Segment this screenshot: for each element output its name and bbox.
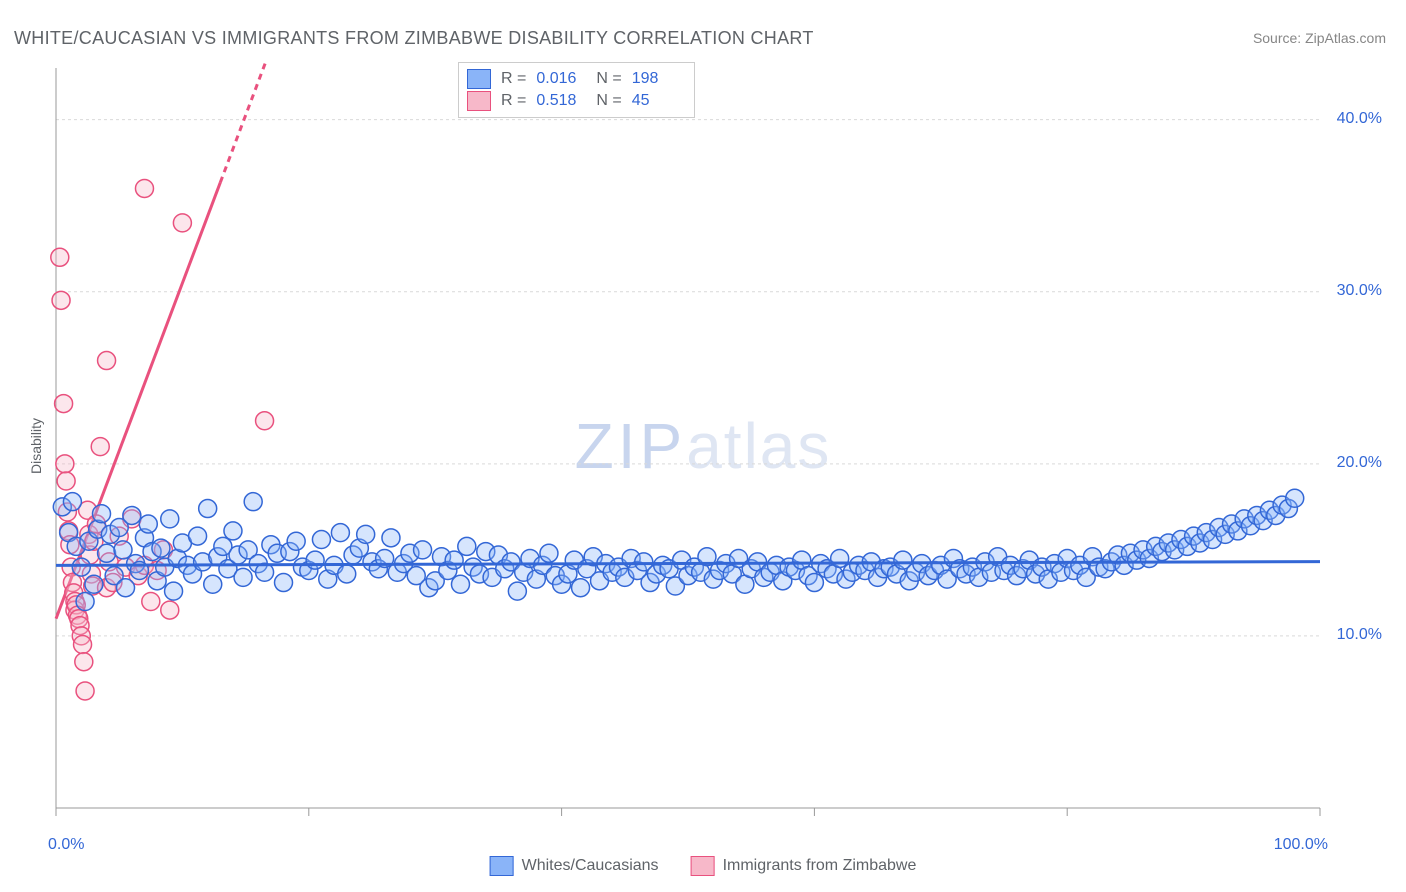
y-tick-label: 10.0%	[1337, 626, 1382, 644]
stats-row-blue: R = 0.016 N = 198	[467, 69, 682, 89]
source-prefix: Source:	[1253, 30, 1305, 46]
swatch-pink	[467, 91, 491, 111]
n-value-blue: 198	[632, 70, 682, 88]
n-label: N =	[596, 70, 621, 88]
legend-label-blue: Whites/Caucasians	[522, 857, 659, 874]
legend-item-pink: Immigrants from Zimbabwe	[691, 856, 917, 876]
source-attribution: Source: ZipAtlas.com	[1253, 30, 1386, 46]
x-axis-max-label: 100.0%	[1274, 836, 1328, 854]
series-legend: Whites/Caucasians Immigrants from Zimbab…	[490, 856, 917, 876]
legend-item-blue: Whites/Caucasians	[490, 856, 659, 876]
y-tick-label: 40.0%	[1337, 110, 1382, 128]
y-axis-label: Disability	[28, 418, 44, 474]
stats-legend: R = 0.016 N = 198 R = 0.518 N = 45	[458, 62, 695, 118]
source-name: ZipAtlas.com	[1305, 30, 1386, 46]
r-value-pink: 0.518	[536, 92, 586, 110]
r-label: R =	[501, 92, 526, 110]
chart-svg	[48, 60, 1328, 816]
r-value-blue: 0.016	[536, 70, 586, 88]
chart-title: WHITE/CAUCASIAN VS IMMIGRANTS FROM ZIMBA…	[14, 28, 814, 49]
r-label: R =	[501, 70, 526, 88]
n-label: N =	[596, 92, 621, 110]
stats-row-pink: R = 0.518 N = 45	[467, 91, 682, 111]
n-value-pink: 45	[632, 92, 682, 110]
swatch-pink-icon	[691, 856, 715, 876]
swatch-blue	[467, 69, 491, 89]
y-tick-label: 20.0%	[1337, 454, 1382, 472]
x-axis-min-label: 0.0%	[48, 836, 84, 854]
legend-label-pink: Immigrants from Zimbabwe	[723, 857, 917, 874]
plot-area	[48, 60, 1328, 816]
swatch-blue-icon	[490, 856, 514, 876]
y-tick-label: 30.0%	[1337, 282, 1382, 300]
